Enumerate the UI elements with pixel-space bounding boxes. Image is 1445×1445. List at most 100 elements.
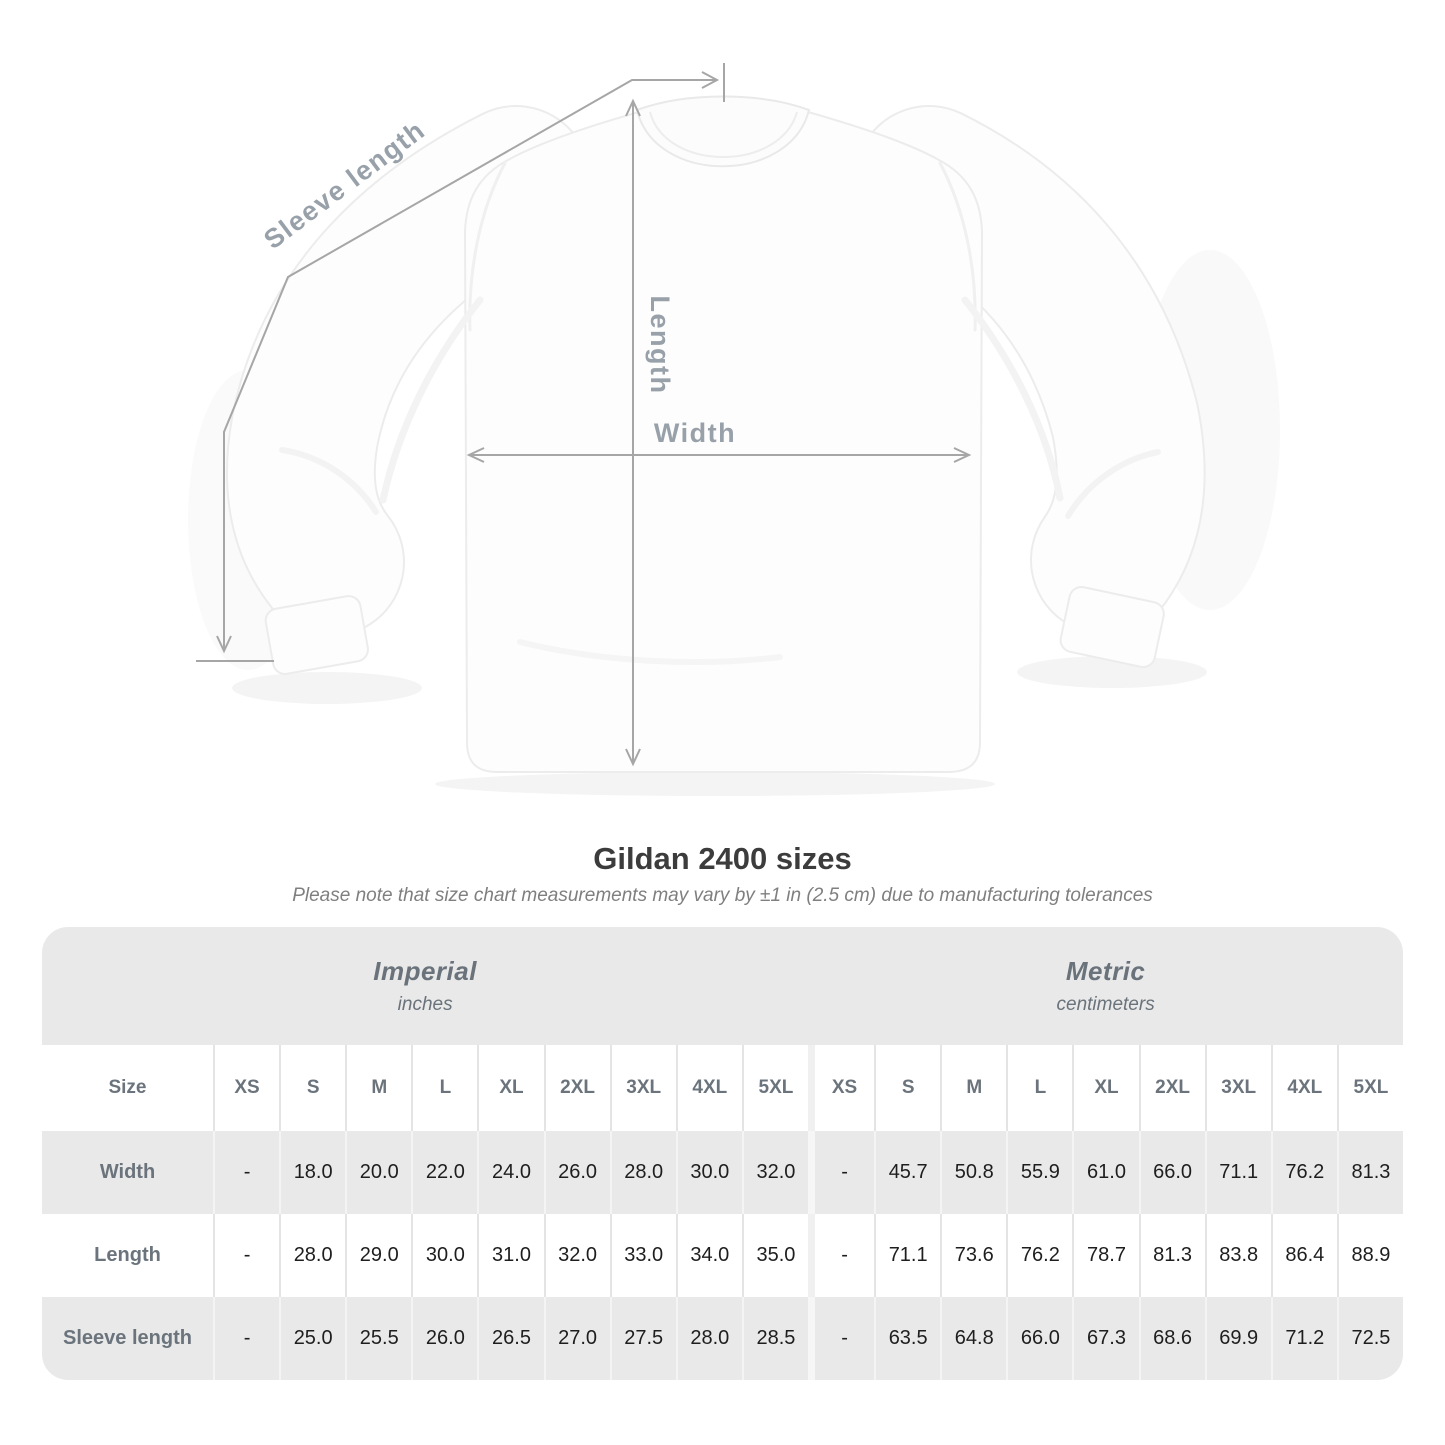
value-length-imperial-2xl: 32.0 [543,1214,610,1297]
value-length-imperial-4xl: 34.0 [675,1214,742,1297]
size-header-imperial-2xl: 2XL [543,1045,610,1131]
value-sleeve-length-metric-3xl: 69.9 [1204,1297,1271,1380]
size-header-imperial-xl: XL [477,1045,543,1131]
value-width-imperial-xl: 24.0 [477,1131,544,1214]
value-width-metric-5xl: 81.3 [1336,1131,1403,1214]
size-header-metric-s: S [874,1045,940,1131]
size-header-imperial-l: L [411,1045,477,1131]
left-sleeve [225,105,591,675]
value-length-imperial-xl: 31.0 [477,1214,543,1297]
size-header-imperial-4xl: 4XL [675,1045,742,1131]
sleeve-length-arrowhead-down [216,635,232,654]
value-length-metric-4xl: 86.4 [1270,1214,1337,1297]
value-width-imperial-4xl: 30.0 [675,1131,742,1214]
value-width-metric-xs: - [808,1131,875,1214]
value-sleeve-length-imperial-s: 25.0 [279,1297,346,1380]
value-width-imperial-3xl: 28.0 [609,1131,676,1214]
value-width-metric-s: 45.7 [874,1131,941,1214]
size-table: Imperial inches Metric centimeters Size X… [42,927,1403,1380]
value-length-metric-2xl: 81.3 [1138,1214,1205,1297]
value-width-imperial-s: 18.0 [279,1131,346,1214]
imperial-header: Imperial inches [42,927,808,1045]
collar [635,95,811,168]
value-length-metric-xl: 78.7 [1072,1214,1138,1297]
value-sleeve-length-metric-xs: - [808,1297,875,1380]
unit-band: Imperial inches Metric centimeters [42,927,1403,1045]
size-header-metric-5xl: 5XL [1336,1045,1403,1131]
value-sleeve-length-metric-l: 66.0 [1006,1297,1073,1380]
value-sleeve-length-metric-2xl: 68.6 [1138,1297,1205,1380]
size-header-metric-l: L [1006,1045,1072,1131]
value-length-metric-l: 76.2 [1006,1214,1072,1297]
value-width-imperial-m: 20.0 [345,1131,412,1214]
length-label: Length [645,296,675,395]
value-width-metric-m: 50.8 [940,1131,1007,1214]
value-sleeve-length-metric-5xl: 72.5 [1336,1297,1403,1380]
value-length-metric-s: 71.1 [874,1214,940,1297]
value-sleeve-length-imperial-2xl: 27.0 [543,1297,610,1380]
row-label-width: Width [42,1131,213,1214]
value-length-metric-xs: - [808,1214,874,1297]
width-measure [466,447,972,463]
size-header-metric-xs: XS [808,1045,874,1131]
value-length-metric-3xl: 83.8 [1204,1214,1271,1297]
value-length-metric-m: 73.6 [940,1214,1006,1297]
size-chart-note: Please note that size chart measurements… [292,885,1153,906]
size-header-metric-m: M [940,1045,1006,1131]
sleeve-length-measure [196,63,725,662]
value-sleeve-length-imperial-m: 25.5 [345,1297,412,1380]
value-length-imperial-3xl: 33.0 [609,1214,676,1297]
value-width-imperial-xs: - [213,1131,280,1214]
size-column-header: Size [108,1077,147,1098]
right-sleeve [854,105,1206,669]
size-header-metric-3xl: 3XL [1204,1045,1271,1131]
width-label: Width [654,418,736,448]
seams-and-wrinkles [279,161,1161,665]
value-width-metric-3xl: 71.1 [1204,1131,1271,1214]
size-header-imperial-m: M [345,1045,411,1131]
width-arrowhead-right [953,447,972,463]
metric-unit: centimeters [1056,994,1155,1015]
left-cuff [264,595,369,675]
value-sleeve-length-metric-xl: 67.3 [1072,1297,1139,1380]
size-header-metric-2xl: 2XL [1138,1045,1205,1131]
size-header-imperial-s: S [279,1045,345,1131]
value-width-imperial-l: 22.0 [411,1131,478,1214]
value-sleeve-length-metric-m: 64.8 [940,1297,1007,1380]
sleeve-length-line [223,79,716,650]
value-width-metric-l: 55.9 [1006,1131,1073,1214]
value-length-metric-5xl: 88.9 [1336,1214,1403,1297]
value-width-metric-xl: 61.0 [1072,1131,1139,1214]
value-sleeve-length-metric-s: 63.5 [874,1297,941,1380]
value-width-metric-4xl: 76.2 [1270,1131,1337,1214]
value-width-imperial-2xl: 26.0 [543,1131,610,1214]
size-header-metric-xl: XL [1072,1045,1138,1131]
size-header-imperial-xs: XS [213,1045,279,1131]
size-chart-title: Gildan 2400 sizes [593,841,852,876]
size-header-imperial-5xl: 5XL [741,1045,808,1131]
value-width-metric-2xl: 66.0 [1138,1131,1205,1214]
size-header-imperial-3xl: 3XL [609,1045,676,1131]
row-label-length: Length [94,1244,161,1266]
value-sleeve-length-imperial-4xl: 28.0 [675,1297,742,1380]
length-arrowhead-up [625,98,641,117]
value-length-imperial-m: 29.0 [345,1214,411,1297]
imperial-unit: inches [397,994,453,1015]
value-sleeve-length-imperial-3xl: 27.5 [609,1297,676,1380]
value-length-imperial-l: 30.0 [411,1214,477,1297]
imperial-title: Imperial [373,956,477,986]
value-sleeve-length-metric-4xl: 71.2 [1270,1297,1337,1380]
shirt-diagram: Sleeve length Length Width [196,63,1207,796]
value-sleeve-length-imperial-5xl: 28.5 [741,1297,808,1380]
sleeve-length-arrowhead-right [701,71,720,89]
size-table-grid: Size XS S M L XL 2XL 3XL 4XL 5XL XS S M L XL 2XL 3XL 4XL 5… [42,1045,1403,1380]
metric-title: Metric [1065,956,1146,986]
length-measure [625,98,641,767]
width-arrowhead-left [466,447,485,463]
value-sleeve-length-imperial-l: 26.0 [411,1297,478,1380]
size-header-metric-4xl: 4XL [1270,1045,1337,1131]
length-arrowhead-down [625,748,641,767]
value-length-imperial-5xl: 35.0 [741,1214,808,1297]
row-label-sleeve-length: Sleeve length [42,1297,213,1380]
